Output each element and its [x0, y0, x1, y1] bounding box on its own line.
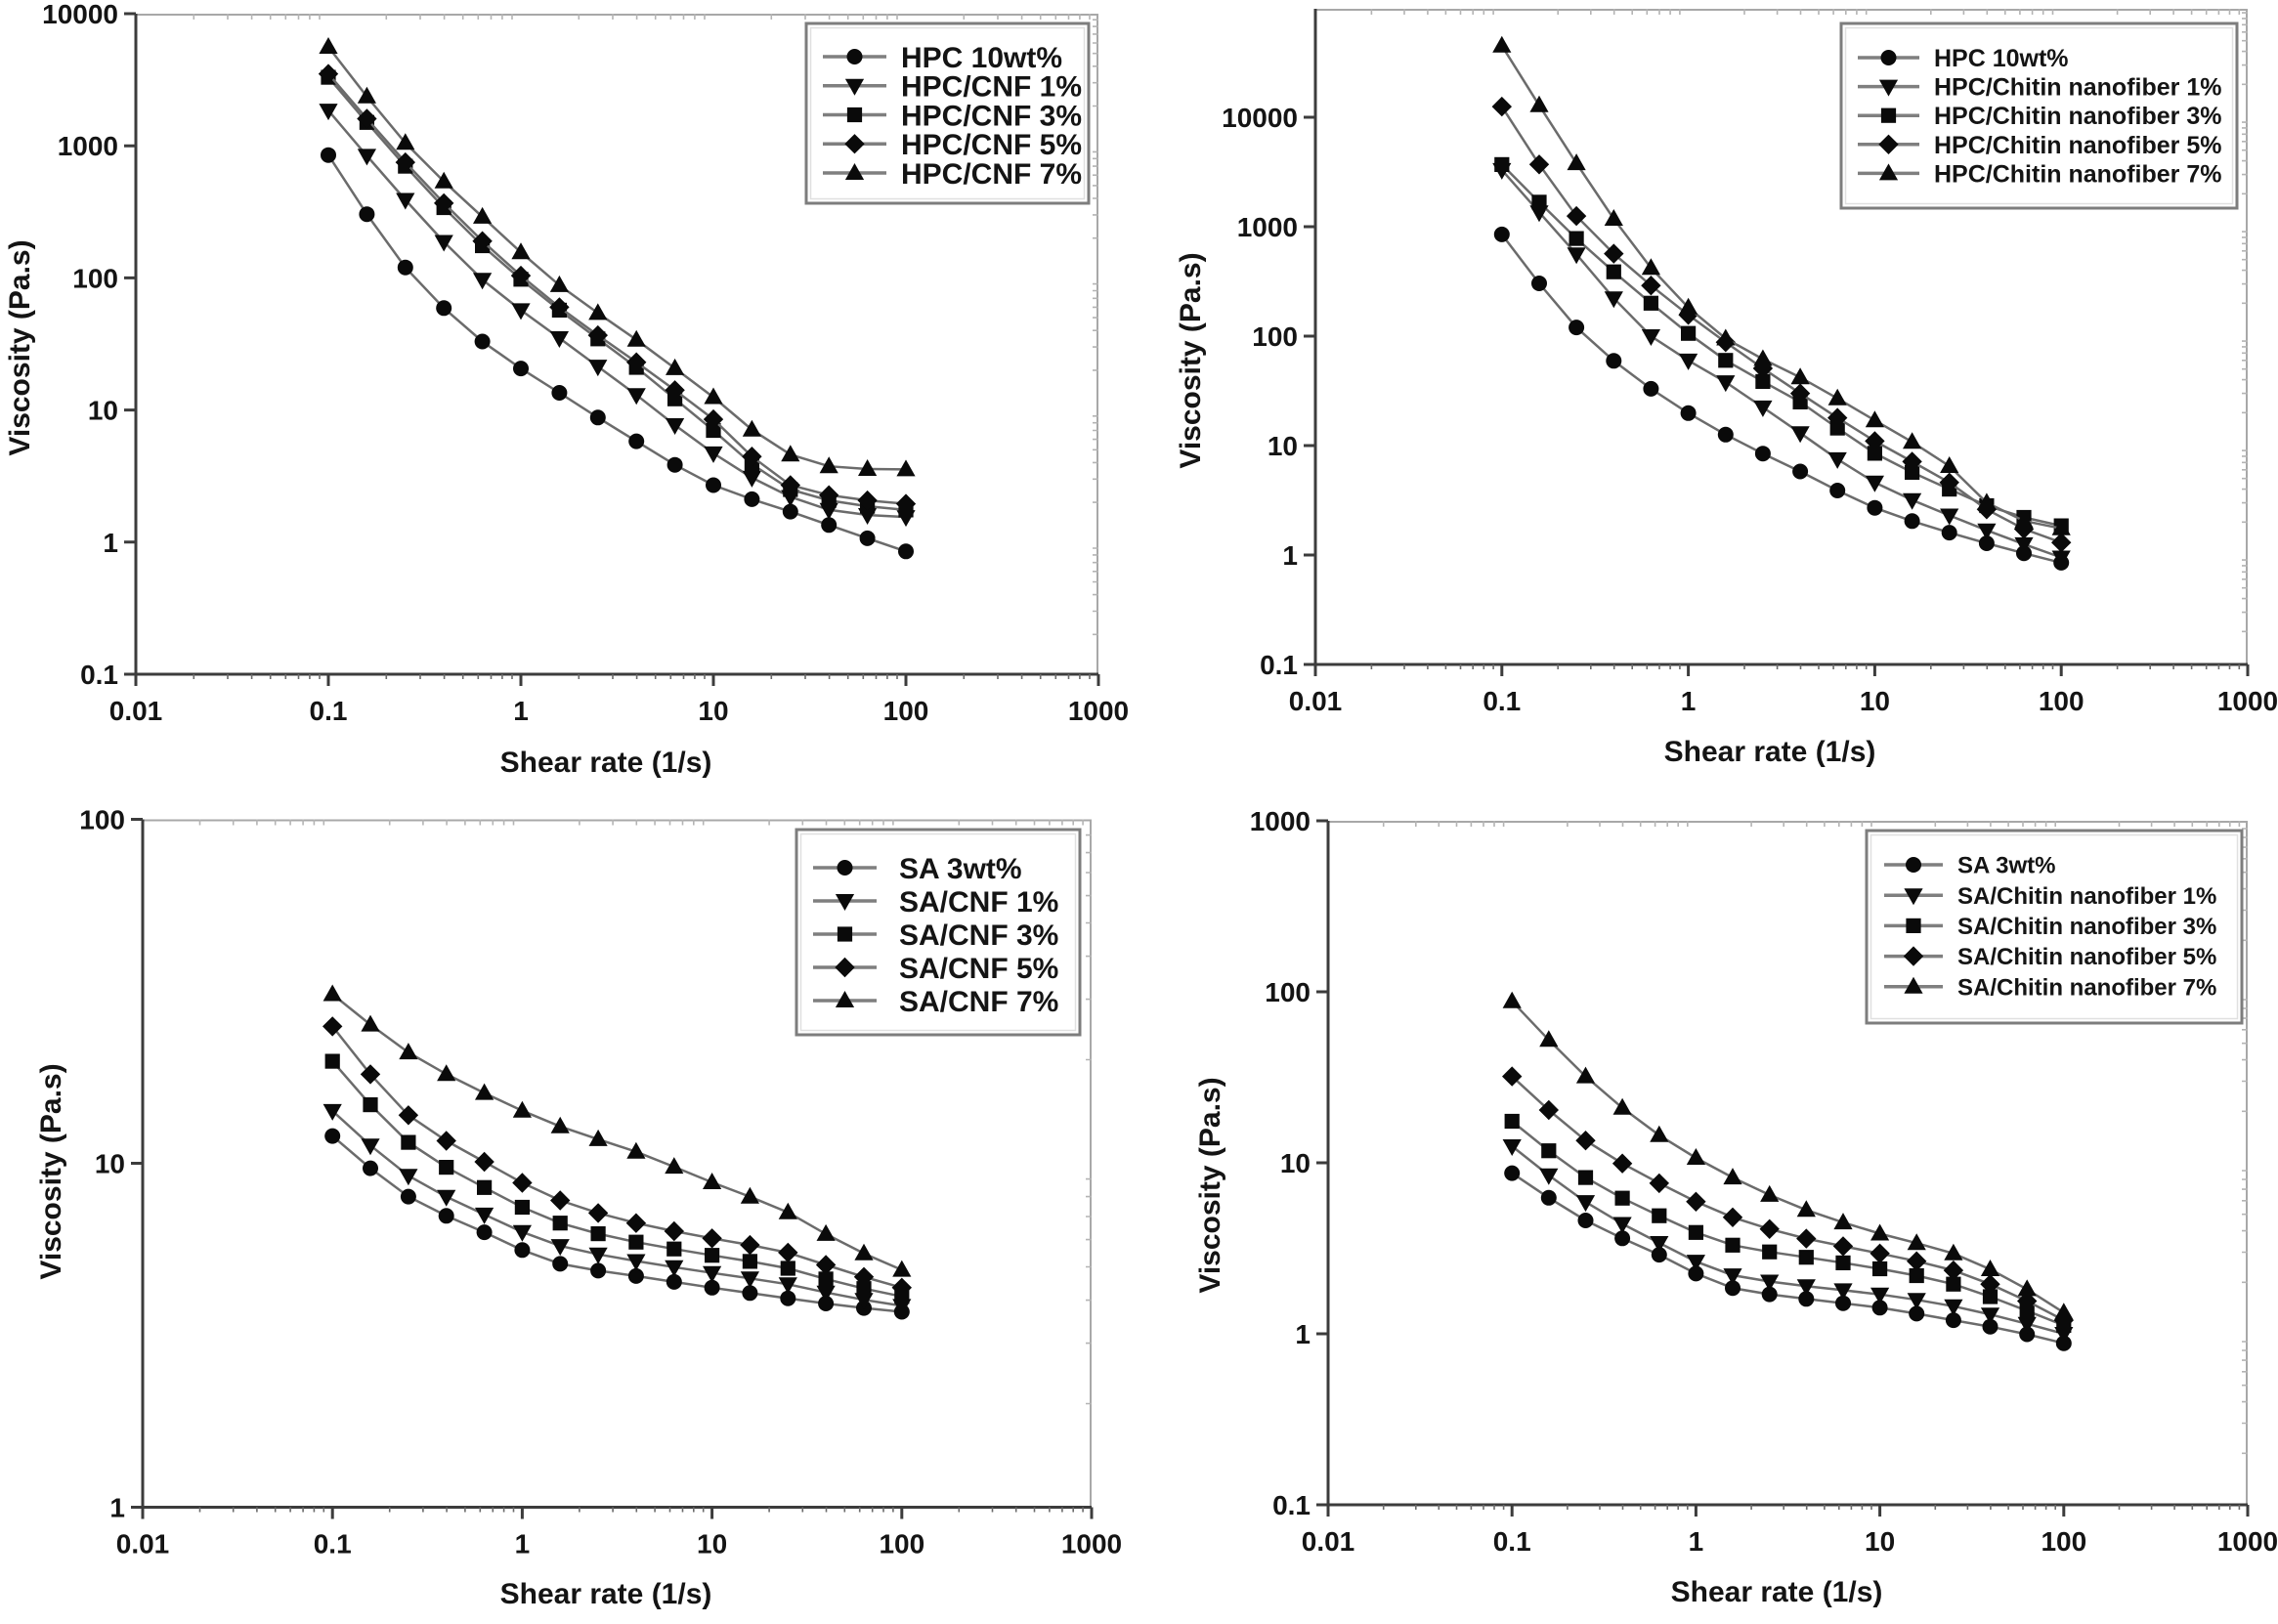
svg-text:SA/Chitin nanofiber 5%: SA/Chitin nanofiber 5%: [1957, 944, 2216, 970]
svg-text:10000: 10000: [1222, 103, 1298, 133]
svg-text:10: 10: [1860, 686, 1890, 716]
svg-text:1: 1: [1295, 1319, 1311, 1349]
svg-text:1000: 1000: [1237, 212, 1298, 242]
svg-text:100: 100: [2039, 686, 2085, 716]
svg-text:0.1: 0.1: [314, 1529, 352, 1560]
svg-text:Shear rate (1/s): Shear rate (1/s): [1664, 736, 1876, 768]
svg-text:Viscosity (Pa.s): Viscosity (Pa.s): [1175, 252, 1207, 468]
svg-text:Shear rate (1/s): Shear rate (1/s): [1671, 1576, 1883, 1608]
svg-text:1: 1: [1681, 686, 1697, 716]
svg-text:SA 3wt%: SA 3wt%: [899, 853, 1022, 885]
svg-text:0.01: 0.01: [1289, 686, 1343, 716]
svg-text:1000: 1000: [1250, 806, 1311, 836]
svg-text:0.01: 0.01: [116, 1529, 170, 1560]
svg-text:SA/Chitin nanofiber 1%: SA/Chitin nanofiber 1%: [1957, 883, 2216, 910]
svg-text:HPC/Chitin nanofiber 1%: HPC/Chitin nanofiber 1%: [1934, 74, 2221, 102]
svg-text:100: 100: [883, 696, 929, 726]
svg-text:Viscosity (Pa.s): Viscosity (Pa.s): [4, 239, 36, 455]
svg-text:1: 1: [109, 1493, 125, 1523]
svg-text:0.1: 0.1: [80, 660, 118, 690]
svg-text:1: 1: [513, 696, 529, 726]
svg-text:SA/Chitin nanofiber 3%: SA/Chitin nanofiber 3%: [1957, 914, 2216, 940]
svg-text:10: 10: [88, 396, 118, 426]
svg-text:SA/Chitin nanofiber 7%: SA/Chitin nanofiber 7%: [1957, 974, 2216, 1001]
svg-text:0.1: 0.1: [1493, 1526, 1531, 1557]
svg-text:0.01: 0.01: [109, 696, 163, 726]
svg-text:0.1: 0.1: [1272, 1490, 1311, 1520]
svg-text:HPC/CNF 1%: HPC/CNF 1%: [901, 71, 1082, 104]
svg-text:SA/CNF 1%: SA/CNF 1%: [899, 886, 1058, 919]
svg-text:SA 3wt%: SA 3wt%: [1957, 853, 2055, 879]
svg-text:10: 10: [95, 1149, 125, 1179]
svg-text:HPC 10wt%: HPC 10wt%: [1934, 45, 2069, 72]
svg-text:10: 10: [1865, 1526, 1895, 1557]
svg-text:1: 1: [103, 528, 118, 558]
svg-text:10: 10: [1280, 1148, 1311, 1178]
svg-text:10: 10: [697, 1529, 727, 1560]
svg-text:100: 100: [1265, 977, 1311, 1007]
svg-text:1000: 1000: [2217, 686, 2278, 716]
svg-text:HPC/Chitin nanofiber 7%: HPC/Chitin nanofiber 7%: [1934, 160, 2221, 188]
svg-text:0.1: 0.1: [1483, 686, 1521, 716]
svg-text:SA/CNF 7%: SA/CNF 7%: [899, 986, 1058, 1018]
svg-text:SA/CNF 5%: SA/CNF 5%: [899, 953, 1058, 985]
svg-text:HPC 10wt%: HPC 10wt%: [901, 42, 1062, 74]
svg-text:10000: 10000: [42, 0, 118, 29]
svg-text:1: 1: [515, 1529, 531, 1560]
svg-text:HPC/Chitin nanofiber 3%: HPC/Chitin nanofiber 3%: [1934, 103, 2221, 130]
svg-text:100: 100: [2041, 1526, 2086, 1557]
svg-text:HPC/CNF 5%: HPC/CNF 5%: [901, 129, 1082, 161]
svg-text:100: 100: [72, 263, 118, 293]
svg-text:1000: 1000: [1068, 696, 1129, 726]
svg-text:HPC/Chitin nanofiber 5%: HPC/Chitin nanofiber 5%: [1934, 132, 2221, 159]
svg-text:100: 100: [1252, 321, 1298, 352]
svg-text:HPC/CNF 3%: HPC/CNF 3%: [901, 100, 1082, 132]
svg-text:1: 1: [1282, 540, 1298, 571]
svg-text:1000: 1000: [58, 131, 118, 161]
svg-text:Shear rate (1/s): Shear rate (1/s): [500, 747, 712, 779]
svg-text:Shear rate (1/s): Shear rate (1/s): [500, 1578, 712, 1610]
svg-text:Viscosity (Pa.s): Viscosity (Pa.s): [35, 1063, 67, 1279]
svg-text:SA/CNF 3%: SA/CNF 3%: [899, 919, 1058, 952]
svg-text:0.1: 0.1: [310, 696, 348, 726]
svg-text:0.01: 0.01: [1302, 1526, 1355, 1557]
svg-text:10: 10: [698, 696, 728, 726]
svg-text:0.1: 0.1: [1260, 650, 1298, 680]
svg-text:1000: 1000: [2217, 1526, 2278, 1557]
svg-text:1: 1: [1689, 1526, 1704, 1557]
svg-text:100: 100: [879, 1529, 924, 1560]
svg-text:Viscosity (Pa.s): Viscosity (Pa.s): [1194, 1077, 1226, 1293]
svg-text:10: 10: [1268, 431, 1298, 461]
svg-text:100: 100: [79, 805, 125, 835]
svg-text:1000: 1000: [1061, 1529, 1122, 1560]
svg-text:HPC/CNF 7%: HPC/CNF 7%: [901, 158, 1082, 191]
